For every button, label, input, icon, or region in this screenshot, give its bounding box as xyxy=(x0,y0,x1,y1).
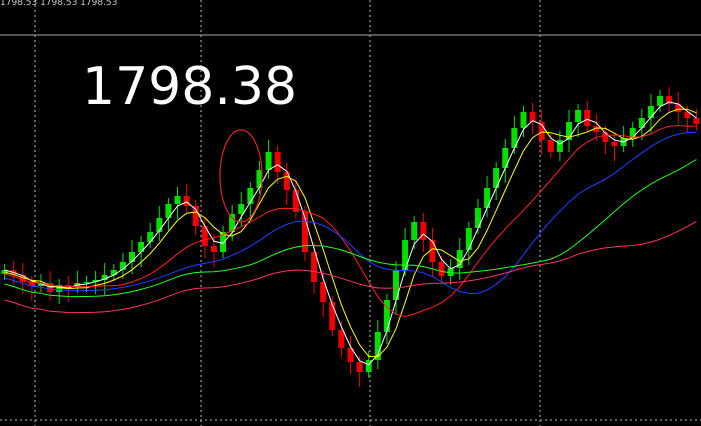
candle-body xyxy=(666,96,673,104)
candle-body xyxy=(147,232,154,242)
candle-body xyxy=(429,240,436,262)
candle-body xyxy=(1,270,8,274)
quote-strip: 1798.53 1798.53 1798.53 xyxy=(0,0,117,8)
candle-body xyxy=(502,148,509,168)
candle-body xyxy=(247,188,254,204)
candle-body xyxy=(675,104,682,112)
candle-body xyxy=(629,128,636,138)
candle-body xyxy=(320,282,327,302)
candle-body xyxy=(575,110,582,122)
candle-body xyxy=(356,362,363,372)
moving-average xyxy=(4,159,697,298)
candle-body xyxy=(129,252,136,262)
candle-body xyxy=(693,118,700,124)
candle-body xyxy=(37,283,44,286)
candle-body xyxy=(465,228,472,250)
candle-body xyxy=(383,300,390,332)
candle-body xyxy=(329,302,336,330)
candle-body xyxy=(92,280,99,282)
candle-body xyxy=(192,206,199,226)
candle-body xyxy=(56,285,63,292)
candle-body xyxy=(301,212,308,252)
candle-body xyxy=(529,112,536,122)
candle-body xyxy=(484,188,491,208)
candle-body xyxy=(684,112,691,118)
candle-body xyxy=(338,330,345,348)
candle-body xyxy=(138,242,145,252)
candle-body xyxy=(229,214,236,232)
candle-body xyxy=(292,190,299,212)
candle-body xyxy=(174,196,181,204)
candle-body xyxy=(311,252,318,282)
candle-body xyxy=(274,152,281,172)
candle-body xyxy=(565,122,572,140)
candle-body xyxy=(265,152,272,170)
moving-average xyxy=(4,220,697,314)
candle-body xyxy=(83,282,90,283)
candle-body xyxy=(584,110,591,126)
candle-body xyxy=(110,270,117,275)
candle-body xyxy=(602,132,609,142)
candle-body xyxy=(556,140,563,152)
candle-body xyxy=(28,282,35,286)
moving-averages xyxy=(4,101,697,366)
highlight-ellipse xyxy=(219,129,263,223)
moving-average xyxy=(4,124,697,318)
candle-body xyxy=(474,208,481,228)
candle-body xyxy=(447,268,454,276)
candle-body xyxy=(647,106,654,118)
candle-body xyxy=(547,140,554,152)
candle-body xyxy=(165,204,172,218)
candle-body xyxy=(220,232,227,252)
candle-body xyxy=(438,262,445,276)
candle-body xyxy=(365,360,372,372)
candle-body xyxy=(201,226,208,246)
candle-body xyxy=(638,118,645,128)
candle-body xyxy=(393,270,400,300)
current-price: 1798.38 xyxy=(82,57,297,117)
candle-body xyxy=(156,218,163,232)
candle-body xyxy=(420,222,427,240)
candle-body xyxy=(374,332,381,360)
candle-body xyxy=(611,142,618,146)
moving-average xyxy=(4,108,697,358)
moving-average xyxy=(4,101,697,366)
moving-average xyxy=(4,131,697,294)
candle-body xyxy=(347,348,354,362)
candle-body xyxy=(657,96,664,106)
candle-body xyxy=(210,246,217,252)
candle-body xyxy=(256,170,263,188)
candle-body xyxy=(511,128,518,148)
candle-body xyxy=(520,112,527,128)
candle-body xyxy=(538,122,545,140)
candle-body xyxy=(283,172,290,190)
candle-body xyxy=(402,240,409,270)
candle-body xyxy=(19,275,26,282)
candle-body xyxy=(411,222,418,240)
candle-body xyxy=(101,275,108,280)
candle-body xyxy=(456,250,463,268)
candle-body xyxy=(238,204,245,214)
candle-body xyxy=(593,126,600,132)
candle-body xyxy=(183,196,190,206)
candle-body xyxy=(119,262,126,270)
candle-body xyxy=(493,168,500,188)
